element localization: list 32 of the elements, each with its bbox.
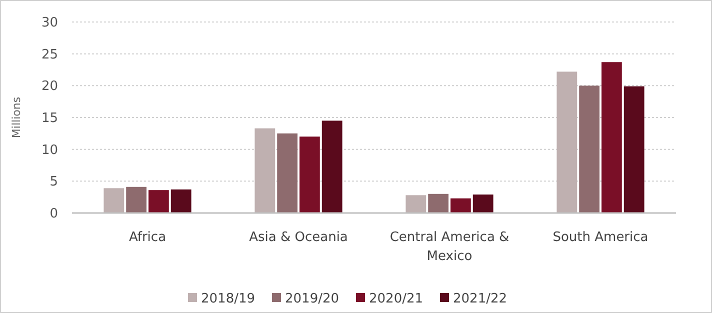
bar — [556, 72, 578, 213]
bar — [254, 128, 276, 213]
bar — [428, 194, 448, 213]
bar — [170, 189, 192, 213]
x-tick-label: Africa — [128, 230, 166, 245]
bar — [126, 186, 146, 213]
bar — [148, 190, 169, 213]
bar — [322, 120, 342, 213]
legend-label: 2018/19 — [201, 292, 256, 307]
bar — [406, 195, 426, 213]
bar — [104, 188, 124, 213]
legend-label: 2019/20 — [285, 292, 340, 307]
y-tick-label: 10 — [41, 142, 58, 158]
y-axis-title: Millions — [10, 96, 23, 138]
legend-label: 2020/21 — [369, 292, 424, 307]
x-tick-label: Central America & Mexico — [390, 230, 510, 264]
bar — [300, 136, 320, 213]
x-tick-label: Asia & Oceania — [249, 230, 348, 245]
legend-label: 2021/22 — [453, 292, 508, 307]
y-tick-label: 30 — [41, 16, 58, 31]
bar — [472, 194, 494, 213]
y-tick-label: 20 — [41, 79, 58, 94]
bar — [450, 198, 471, 213]
x-tick-label: South America — [552, 230, 648, 245]
y-tick-label: 0 — [50, 206, 58, 222]
bar — [277, 133, 298, 213]
bar — [624, 86, 644, 213]
y-tick-label: 25 — [41, 47, 58, 62]
y-tick-label: 5 — [50, 174, 58, 190]
bar — [579, 86, 600, 213]
bar — [602, 62, 622, 213]
y-tick-label: 15 — [41, 111, 58, 126]
